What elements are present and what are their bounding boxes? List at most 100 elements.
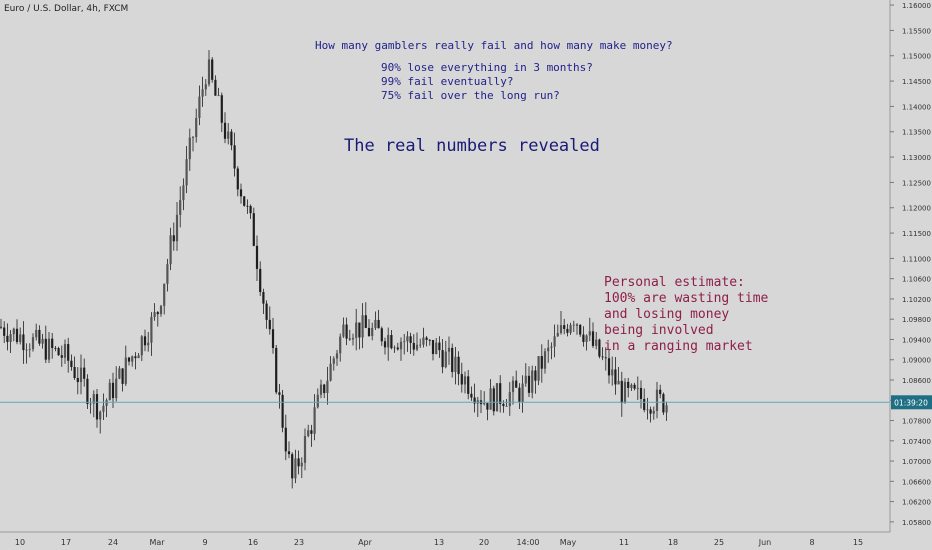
- candle-body: [326, 380, 329, 394]
- candles-layer: [0, 50, 668, 489]
- candle-body: [409, 336, 412, 343]
- candle-body: [214, 79, 217, 96]
- candle-body: [255, 245, 259, 269]
- candle-body: [534, 370, 537, 381]
- candle-body: [582, 334, 585, 342]
- candle-body: [569, 325, 572, 333]
- candle-body: [620, 380, 623, 403]
- candle-body: [521, 383, 524, 402]
- candle-body: [9, 334, 12, 342]
- candle-body: [47, 338, 51, 360]
- candle-body: [316, 394, 319, 408]
- candle-body: [396, 347, 399, 350]
- candle-body: [489, 388, 492, 410]
- candle-body: [655, 389, 659, 411]
- candle-body: [335, 353, 339, 359]
- claim-line-3: 75% fail over the long run?: [381, 89, 560, 102]
- price-tick-label: 1.15000: [902, 53, 931, 61]
- candle-body: [143, 336, 147, 346]
- candle-body: [220, 95, 223, 123]
- candle-body: [150, 316, 153, 343]
- candle-body: [393, 347, 396, 349]
- candle-body: [438, 342, 441, 351]
- time-tick-label: May: [560, 538, 577, 547]
- candle-body: [572, 324, 575, 326]
- candle-body: [227, 131, 230, 139]
- candle-body: [268, 319, 271, 330]
- candle-body: [278, 392, 281, 395]
- price-tick-label: 1.12000: [902, 205, 931, 213]
- candle-body: [435, 342, 438, 355]
- candle-body: [444, 351, 447, 368]
- time-tick-label: Mar: [149, 538, 165, 547]
- time-tick-label: 11: [619, 538, 629, 547]
- price-tick-label: 1.11500: [902, 230, 931, 238]
- candle-body: [166, 264, 169, 284]
- candle-body: [239, 189, 243, 197]
- candle-body: [159, 305, 163, 315]
- price-tick-label: 1.07000: [902, 458, 931, 466]
- candle-body: [662, 394, 665, 413]
- candle-body: [118, 368, 121, 379]
- candle-body: [617, 380, 620, 385]
- candle-body: [35, 329, 38, 338]
- candle-body: [543, 351, 547, 369]
- candle-body: [307, 430, 310, 437]
- time-tick-label: 15: [853, 538, 863, 547]
- candle-body: [175, 214, 179, 242]
- candle-body: [566, 328, 569, 333]
- claim-line-1: 90% lose everything in 3 months?: [381, 61, 593, 74]
- candle-body: [588, 331, 591, 336]
- price-tick-label: 1.09000: [902, 357, 931, 365]
- time-tick-label: 23: [294, 538, 304, 547]
- candle-body: [473, 397, 476, 404]
- candle-body: [524, 375, 527, 384]
- candle-body: [556, 332, 559, 337]
- time-tick-label: 18: [668, 538, 678, 547]
- price-tick-label: 1.06200: [902, 499, 931, 507]
- claim-line-2: 99% fail eventually?: [381, 75, 514, 88]
- candle-body: [505, 406, 508, 407]
- price-tick-label: 1.09400: [902, 336, 931, 344]
- candle-body: [111, 382, 115, 399]
- candle-body: [243, 196, 246, 206]
- candle-body: [102, 405, 105, 412]
- candle-body: [131, 356, 134, 362]
- candle-body: [627, 381, 630, 388]
- time-tick-label: 9: [202, 538, 207, 547]
- price-axis-panel: [890, 0, 932, 550]
- candle-body: [281, 394, 284, 428]
- candle-body: [339, 336, 342, 354]
- candle-body: [230, 131, 233, 146]
- candle-body: [659, 389, 662, 395]
- candle-body: [310, 430, 313, 434]
- price-axis[interactable]: 1.05800 1.06200 1.06600 1.07000 1.07400 1.078…: [889, 0, 932, 550]
- candle-body: [284, 427, 287, 452]
- time-tick-label: 8: [809, 538, 814, 547]
- candle-body: [419, 344, 422, 346]
- candle-body: [207, 59, 211, 85]
- time-axis[interactable]: 10 17 24 Mar 9 16 23 Apr 13 20 14:00 May 11 18 25 Jun 8 1…: [0, 531, 890, 547]
- candle-body: [518, 387, 521, 402]
- candle-body: [115, 378, 118, 399]
- candle-body: [601, 356, 604, 358]
- price-tick-label: 1.13000: [902, 154, 931, 162]
- estimate-line-1: Personal estimate:: [604, 275, 745, 290]
- candle-body: [351, 337, 355, 340]
- estimate-line-4: being involved: [604, 323, 714, 338]
- candle-body: [527, 375, 531, 393]
- candle-body: [547, 347, 550, 352]
- candle-body: [22, 334, 25, 351]
- candle-body: [169, 235, 172, 265]
- candle-body: [374, 319, 377, 328]
- candle-body: [38, 329, 41, 344]
- estimate-line-3: and losing money: [604, 307, 730, 322]
- price-tick-label: 1.13500: [902, 129, 931, 137]
- time-tick-label: 24: [108, 538, 118, 547]
- candle-body: [54, 347, 57, 349]
- candle-body: [511, 380, 515, 393]
- candle-body: [249, 205, 252, 214]
- time-tick-label: 10: [15, 538, 25, 547]
